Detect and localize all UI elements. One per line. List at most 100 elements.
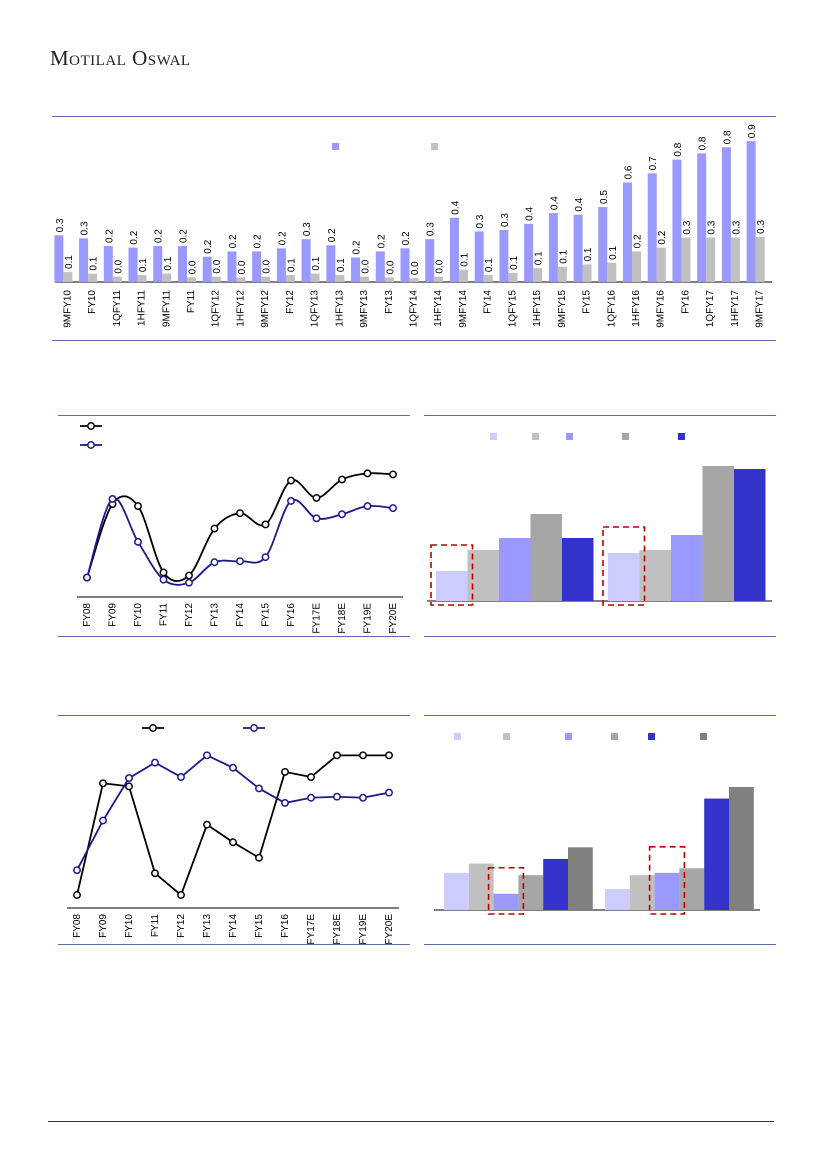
line2-point-1-0 (73, 866, 81, 875)
line1-point-0-6 (236, 509, 244, 518)
top-bar-label-0-8: 0.2 (253, 234, 264, 248)
top-bar-0-8 (252, 251, 262, 282)
gbar2-legend-swatch-5 (700, 733, 707, 740)
top-bar-label-0-18: 0.3 (500, 213, 511, 227)
top-bar-1-28 (755, 236, 765, 282)
gbar2-bar-0-1 (605, 889, 630, 910)
top-bar-0-5 (177, 246, 187, 282)
top-bar-0-0 (54, 235, 64, 282)
gbar1-bar-0-0 (436, 571, 468, 601)
top-bar-label-1-7: 0.0 (237, 260, 248, 274)
line1-point-1-7 (261, 553, 270, 562)
line1-x-tick-12: FY20E (388, 603, 399, 634)
top-bar-1-4 (162, 273, 172, 282)
top-bar-label-1-13: 0.0 (385, 260, 396, 274)
line1-point-0-4 (185, 571, 193, 580)
line1-point-0-2 (134, 502, 142, 511)
top-bar-0-12 (351, 257, 361, 282)
top-bar-0-15 (425, 239, 435, 282)
top-bar-1-6 (211, 276, 221, 282)
line1-point-1-9 (312, 514, 321, 523)
line2-legend-marker-1 (250, 724, 258, 732)
top-bar-0-1 (79, 238, 89, 282)
top-x-tick-8: 9MFY12 (260, 290, 271, 328)
top-x-tick-24: 9MFY16 (656, 290, 667, 328)
gbar2-legend-swatch-4 (648, 733, 655, 740)
top-bar-label-0-17: 0.3 (475, 214, 486, 228)
top-bar-label-1-3: 0.1 (138, 258, 149, 272)
gbar2-bar-5-1 (729, 786, 754, 910)
gbar2-legend-swatch-0 (454, 733, 461, 740)
gbar1-highlight-1 (602, 526, 646, 606)
top-bar-1-9 (285, 275, 295, 282)
top-bar-label-0-0: 0.3 (55, 218, 66, 232)
top-x-tick-11: 1HFY13 (334, 290, 345, 327)
line1-x-tick-4: FY12 (184, 603, 195, 627)
top-x-tick-12: 9MFY13 (359, 290, 370, 328)
line1-point-1-10 (338, 510, 346, 519)
line2-point-0-6 (229, 838, 237, 847)
low-right-rule-top (424, 715, 776, 716)
line1-x-tick-10: FY18E (337, 603, 348, 634)
top-bar-label-1-15: 0.0 (435, 259, 446, 273)
top-x-tick-21: FY15 (582, 290, 593, 314)
top-bar-label-0-5: 0.2 (178, 229, 189, 243)
top-bar-label-0-6: 0.2 (203, 239, 214, 253)
top-bar-0-7 (227, 251, 237, 282)
line2-point-0-11 (359, 751, 367, 760)
gbar1-legend-swatch-0 (490, 433, 497, 440)
line2-x-tick-4: FY12 (176, 914, 187, 938)
top-bar-0-20 (548, 213, 558, 282)
top-bar-1-18 (508, 272, 518, 282)
top-bar-label-1-20: 0.1 (558, 249, 569, 263)
gbar2-highlight-1 (648, 846, 686, 915)
footer-rule (48, 1121, 774, 1122)
top-bar-label-0-23: 0.6 (624, 165, 635, 179)
top-bar-label-1-17: 0.1 (484, 258, 495, 272)
gbar1-legend-swatch-3 (622, 433, 629, 440)
top-bar-label-1-28: 0.3 (756, 220, 767, 234)
gbar1-bar-0-1 (608, 553, 640, 601)
top-bar-label-1-4: 0.1 (163, 256, 174, 270)
line1-point-0-9 (312, 493, 321, 502)
gbar2-bar-4-1 (704, 798, 729, 910)
top-bar-1-1 (88, 273, 98, 282)
gbar1-bar-2-1 (671, 535, 703, 601)
line2-point-1-1 (99, 816, 107, 825)
top-bar-label-1-10: 0.1 (311, 256, 322, 270)
mid-right-rule-bottom (424, 636, 776, 637)
low-right-rule-bottom (424, 944, 776, 945)
line2-x-tick-9: FY17E (306, 914, 317, 945)
line2-series-1 (76, 754, 390, 871)
line1-legend-marker-1 (87, 441, 95, 449)
top-bar-0-13 (375, 251, 385, 282)
line2-point-0-5 (203, 820, 211, 829)
top-bar-label-0-16: 0.4 (450, 200, 461, 214)
line1-point-1-2 (134, 537, 142, 546)
top-bar-0-14 (400, 248, 410, 282)
top-bar-0-10 (301, 239, 311, 282)
top-bar-label-1-0: 0.1 (64, 255, 75, 269)
top-x-tick-10: 1QFY13 (310, 290, 321, 328)
line1-legend-marker-0 (87, 422, 95, 430)
top-bar-label-1-26: 0.3 (707, 220, 718, 234)
top-x-tick-15: 1HFY14 (433, 290, 444, 327)
line2-x-tick-7: FY15 (254, 914, 265, 938)
top-x-tick-26: 1QFY17 (705, 290, 716, 328)
top-bar-0-27 (721, 147, 731, 282)
line2-point-1-8 (281, 798, 289, 807)
line1-x-tick-2: FY10 (133, 603, 144, 627)
line2-point-1-5 (203, 751, 211, 760)
line2-point-0-10 (333, 751, 341, 760)
line2-x-tick-0: FY08 (72, 914, 83, 938)
top-bar-label-1-22: 0.1 (608, 246, 619, 260)
top-bar-1-13 (384, 277, 394, 282)
gbar1-bar-2-0 (499, 538, 531, 601)
gbar2-bar-1-1 (629, 875, 655, 910)
top-bar-0-26 (697, 153, 707, 282)
top-bar-label-0-24: 0.7 (648, 156, 659, 170)
line1-point-0-12 (389, 470, 397, 479)
top-bar-0-28 (746, 141, 756, 282)
top-bar-1-23 (632, 251, 642, 282)
gbar1-legend-swatch-1 (532, 433, 539, 440)
